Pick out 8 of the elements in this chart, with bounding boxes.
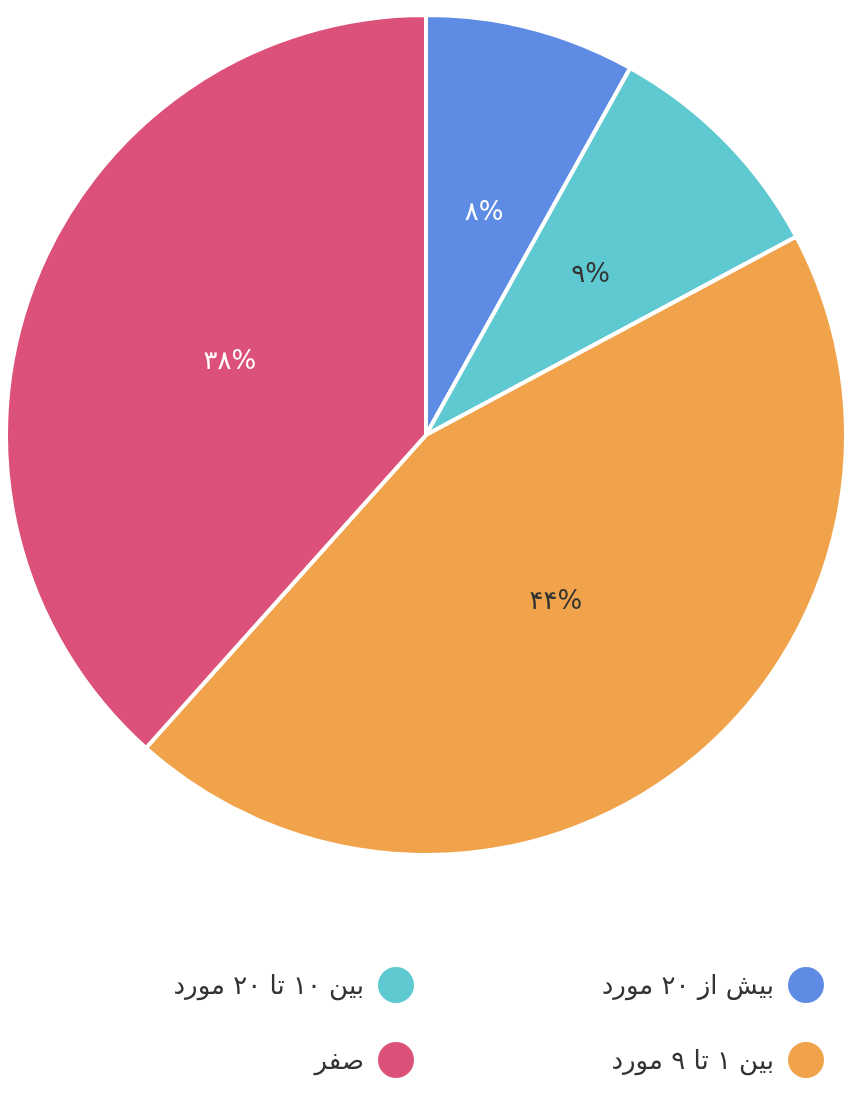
data-label: ۴۴% [529,585,583,616]
legend-label: صفر [312,1045,364,1076]
data-label: ۳۸% [203,345,257,376]
legend-label: بیش از ۲۰ مورد [601,970,774,1001]
data-label: ۹% [571,257,610,288]
legend-label: بین ۱۰ تا ۲۰ مورد [173,970,364,1001]
data-label: ۸% [464,196,504,227]
legend-label: بین ۱ تا ۹ مورد [611,1045,774,1076]
